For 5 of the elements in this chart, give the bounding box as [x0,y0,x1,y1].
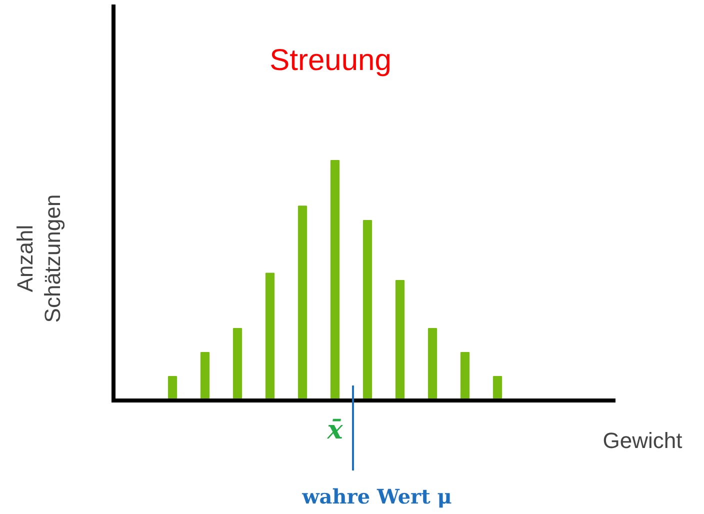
text: Streuung [270,44,392,77]
x-axis-title: Gewicht [602,428,682,453]
text: x̄ [326,416,344,446]
text: wahre Wert μ [301,484,452,508]
y-axis-title: Anzahl Schätzungen [12,194,65,323]
